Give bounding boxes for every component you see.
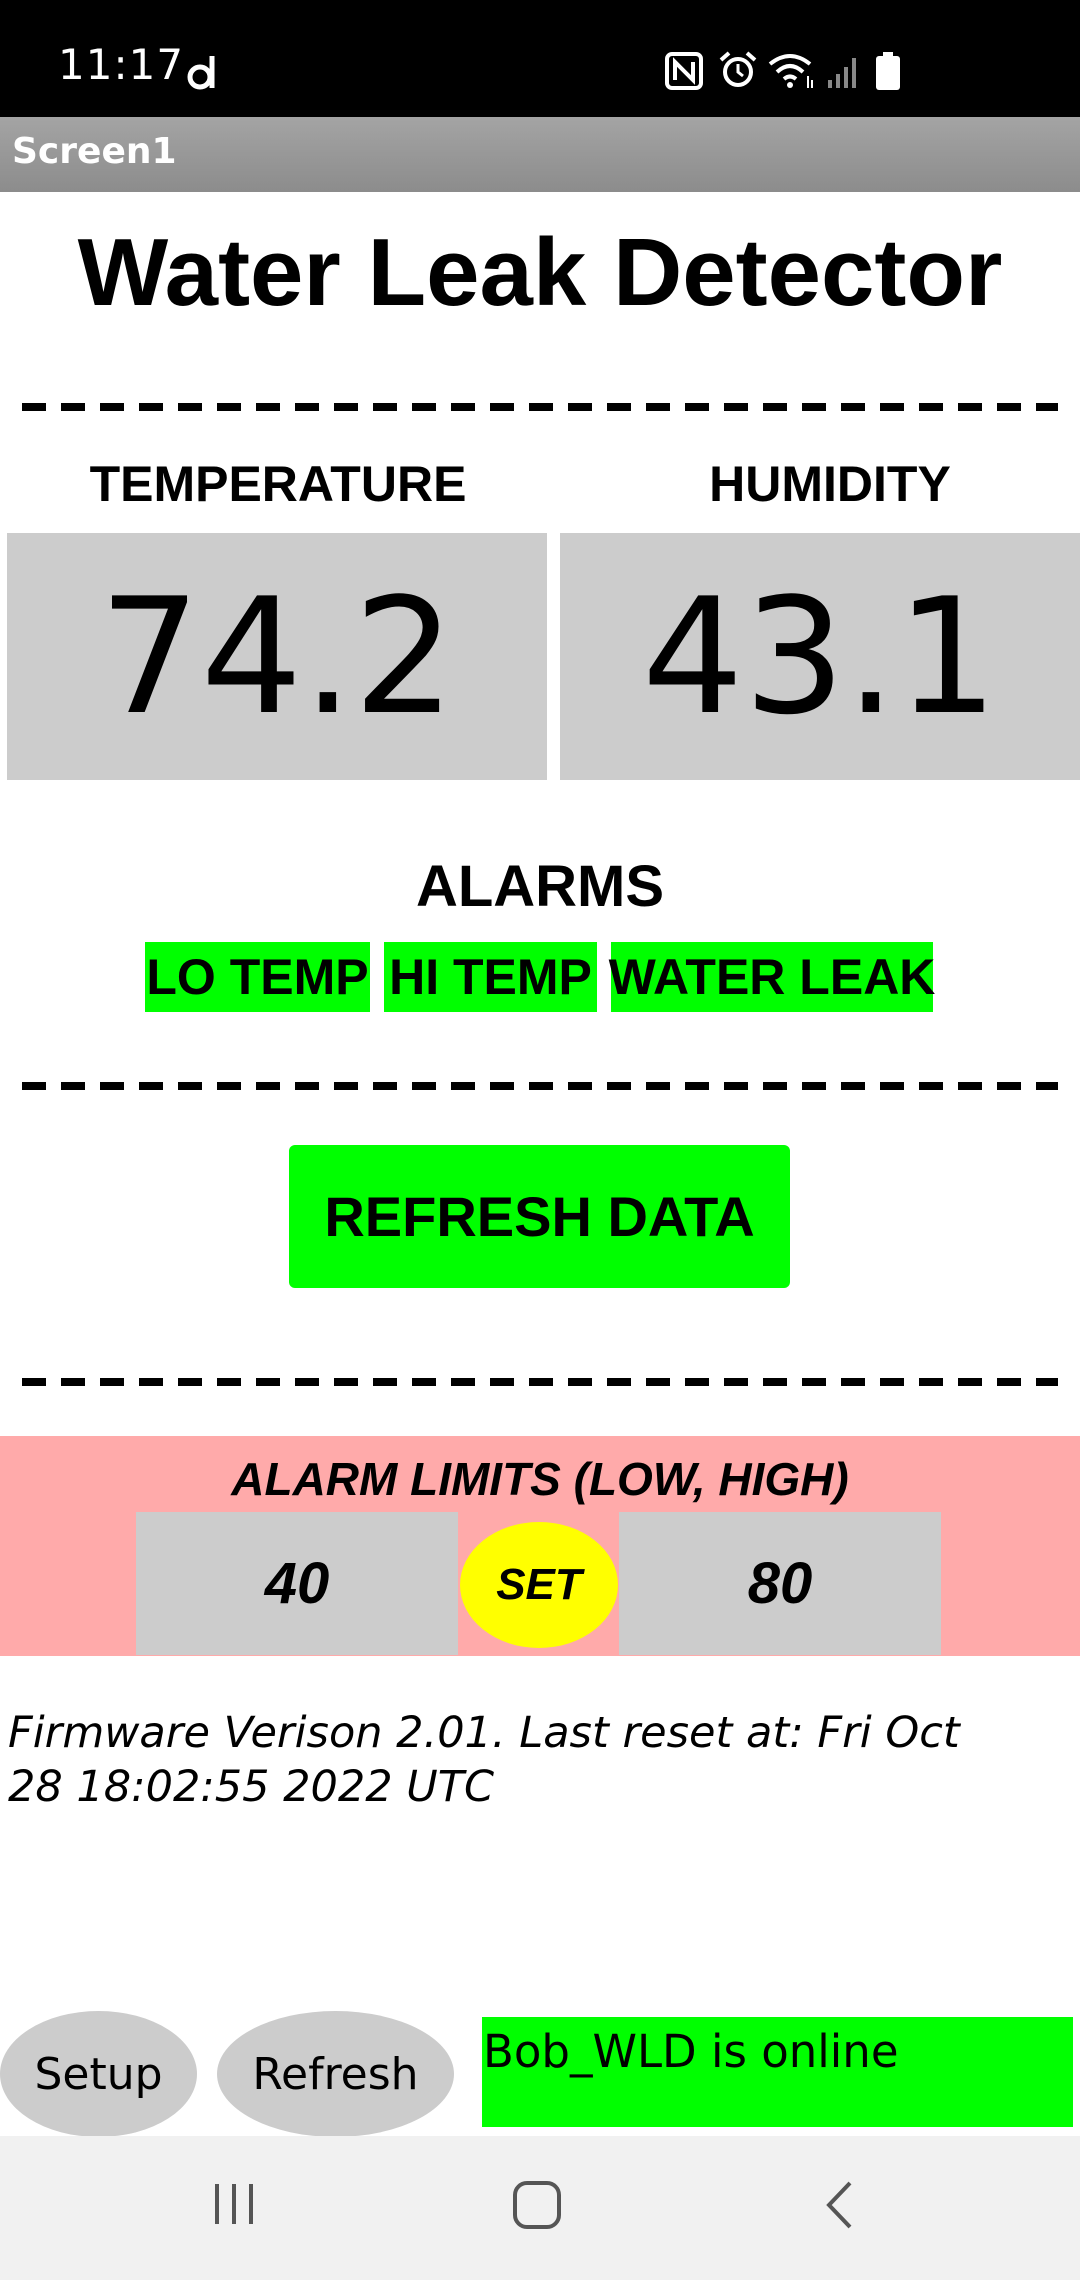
alarm-clock-icon <box>719 51 757 87</box>
refresh-data-button[interactable]: REFRESH DATA <box>289 1145 790 1288</box>
navigation-bar <box>0 2136 1080 2280</box>
online-status-text: Bob_WLD is online <box>483 2025 899 2078</box>
back-icon[interactable] <box>822 2180 858 2232</box>
home-icon[interactable] <box>512 2180 564 2232</box>
status-bar: 11:17 <box>0 0 1080 117</box>
firmware-info: Firmware Verison 2.01. Last reset at: Fr… <box>8 1708 960 1812</box>
temperature-value: 74.2 <box>7 533 547 780</box>
status-time: 11:17 <box>58 40 185 89</box>
alarm-limits-panel: ALARM LIMITS (LOW, HIGH) 40 SET 80 <box>0 1436 1080 1656</box>
humidity-value: 43.1 <box>560 533 1080 780</box>
alarm-badge-water-leak: WATER LEAK <box>609 942 935 1012</box>
set-button[interactable]: SET <box>460 1522 618 1648</box>
screen-title: Screen1 <box>12 131 177 172</box>
alarm-badge-lo-temp: LO TEMP <box>145 942 370 1012</box>
alarm-badge-hi-temp: HI TEMP <box>384 942 597 1012</box>
recent-apps-icon[interactable] <box>210 2180 258 2228</box>
app-heading: Water Leak Detector <box>77 219 1003 326</box>
divider <box>22 403 1058 411</box>
divider <box>22 1082 1058 1090</box>
signal-icon <box>828 58 856 88</box>
battery-icon <box>876 52 900 90</box>
setup-button[interactable]: Setup <box>0 2011 197 2137</box>
humidity-label: HUMIDITY <box>709 456 951 512</box>
d-notification-icon <box>187 56 215 90</box>
temperature-label: TEMPERATURE <box>89 456 467 512</box>
alarm-limits-label: ALARM LIMITS (LOW, HIGH) <box>231 1453 849 1505</box>
high-limit-input[interactable]: 80 <box>619 1512 941 1655</box>
low-limit-input[interactable]: 40 <box>136 1512 458 1655</box>
online-status: Bob_WLD is online <box>482 2017 1073 2127</box>
alarms-heading: ALARMS <box>415 854 665 919</box>
divider <box>22 1378 1058 1386</box>
nfc-icon <box>665 52 703 90</box>
refresh-button[interactable]: Refresh <box>217 2011 454 2137</box>
title-bar: Screen1 <box>0 117 1080 192</box>
wifi-icon <box>768 54 813 88</box>
